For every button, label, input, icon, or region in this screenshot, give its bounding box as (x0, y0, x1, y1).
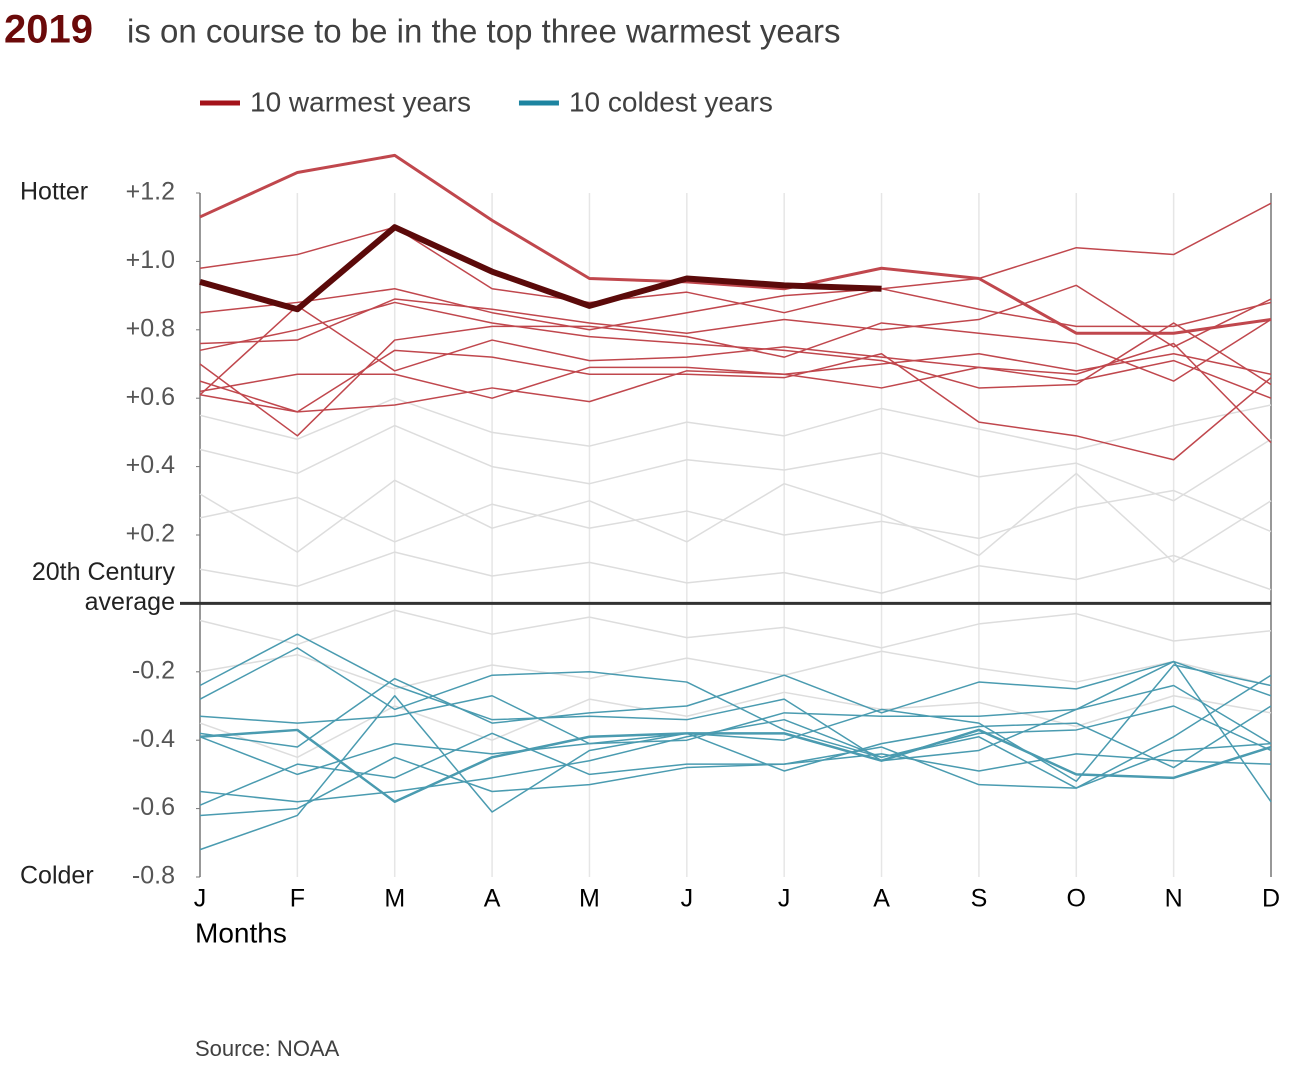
y-tick-label: +0.6 (126, 383, 175, 411)
series-line (199, 674, 1272, 806)
series-line (199, 349, 1272, 461)
baseline-label: 20th Century (32, 558, 176, 586)
source: Source: NOAA (195, 1036, 340, 1061)
series-line (199, 647, 1272, 759)
x-tick-label: M (384, 885, 405, 913)
series-line (199, 224, 882, 313)
series-line (199, 633, 1272, 762)
x-tick-label: A (873, 885, 890, 913)
series-line (199, 424, 1272, 502)
series-line (199, 650, 1272, 690)
series-line (199, 753, 1272, 817)
y-tick-label: +0.4 (126, 451, 175, 479)
series-line (199, 318, 1272, 437)
x-tick-label: S (971, 885, 988, 913)
series-line (199, 684, 1272, 776)
legend-label: 10 warmest years (250, 86, 471, 117)
y-tick-label: -0.2 (132, 656, 175, 684)
x-tick-label: J (681, 885, 694, 913)
series-line (199, 718, 1272, 803)
legend-label: 10 coldest years (569, 86, 773, 117)
x-tick-label: F (290, 885, 305, 913)
series-line (199, 551, 1272, 594)
x-axis-label: Months (195, 917, 287, 948)
x-tick-label: M (579, 885, 600, 913)
y-tick-label: +1.2 (126, 178, 175, 206)
y-tick-label: +0.2 (126, 520, 175, 548)
x-tick-label: D (1262, 885, 1280, 913)
series-line (199, 664, 1272, 782)
y-tick-label: +1.0 (126, 246, 175, 274)
series-line (199, 660, 1272, 803)
series-line (199, 489, 1272, 543)
x-tick-label: A (484, 885, 501, 913)
series-line (199, 202, 1272, 314)
series-line (199, 472, 1272, 564)
x-tick-label: N (1165, 885, 1183, 913)
annotation: Colder (20, 862, 94, 890)
y-tick-label: -0.6 (132, 793, 175, 821)
series-line (199, 288, 1272, 331)
x-tick-label: O (1067, 885, 1086, 913)
series-line (199, 397, 1272, 451)
annotation: Hotter (20, 178, 88, 206)
series-line (199, 359, 1272, 413)
series-line (199, 609, 1272, 649)
series-line (199, 301, 1272, 389)
baseline-label: average (85, 588, 175, 616)
chart-title: is on course to be in the top three warm… (127, 13, 841, 50)
title-highlight: 2019 (4, 8, 93, 52)
y-tick-label: -0.4 (132, 725, 175, 753)
x-tick-label: J (778, 885, 791, 913)
series-line (199, 352, 1272, 399)
x-tick-label: J (194, 885, 207, 913)
y-tick-label: -0.8 (132, 862, 175, 890)
series-line (199, 728, 1272, 804)
series-line (199, 284, 1272, 348)
y-tick-label: +0.8 (126, 314, 175, 342)
series-line (199, 153, 1272, 335)
series-line (199, 694, 1272, 851)
